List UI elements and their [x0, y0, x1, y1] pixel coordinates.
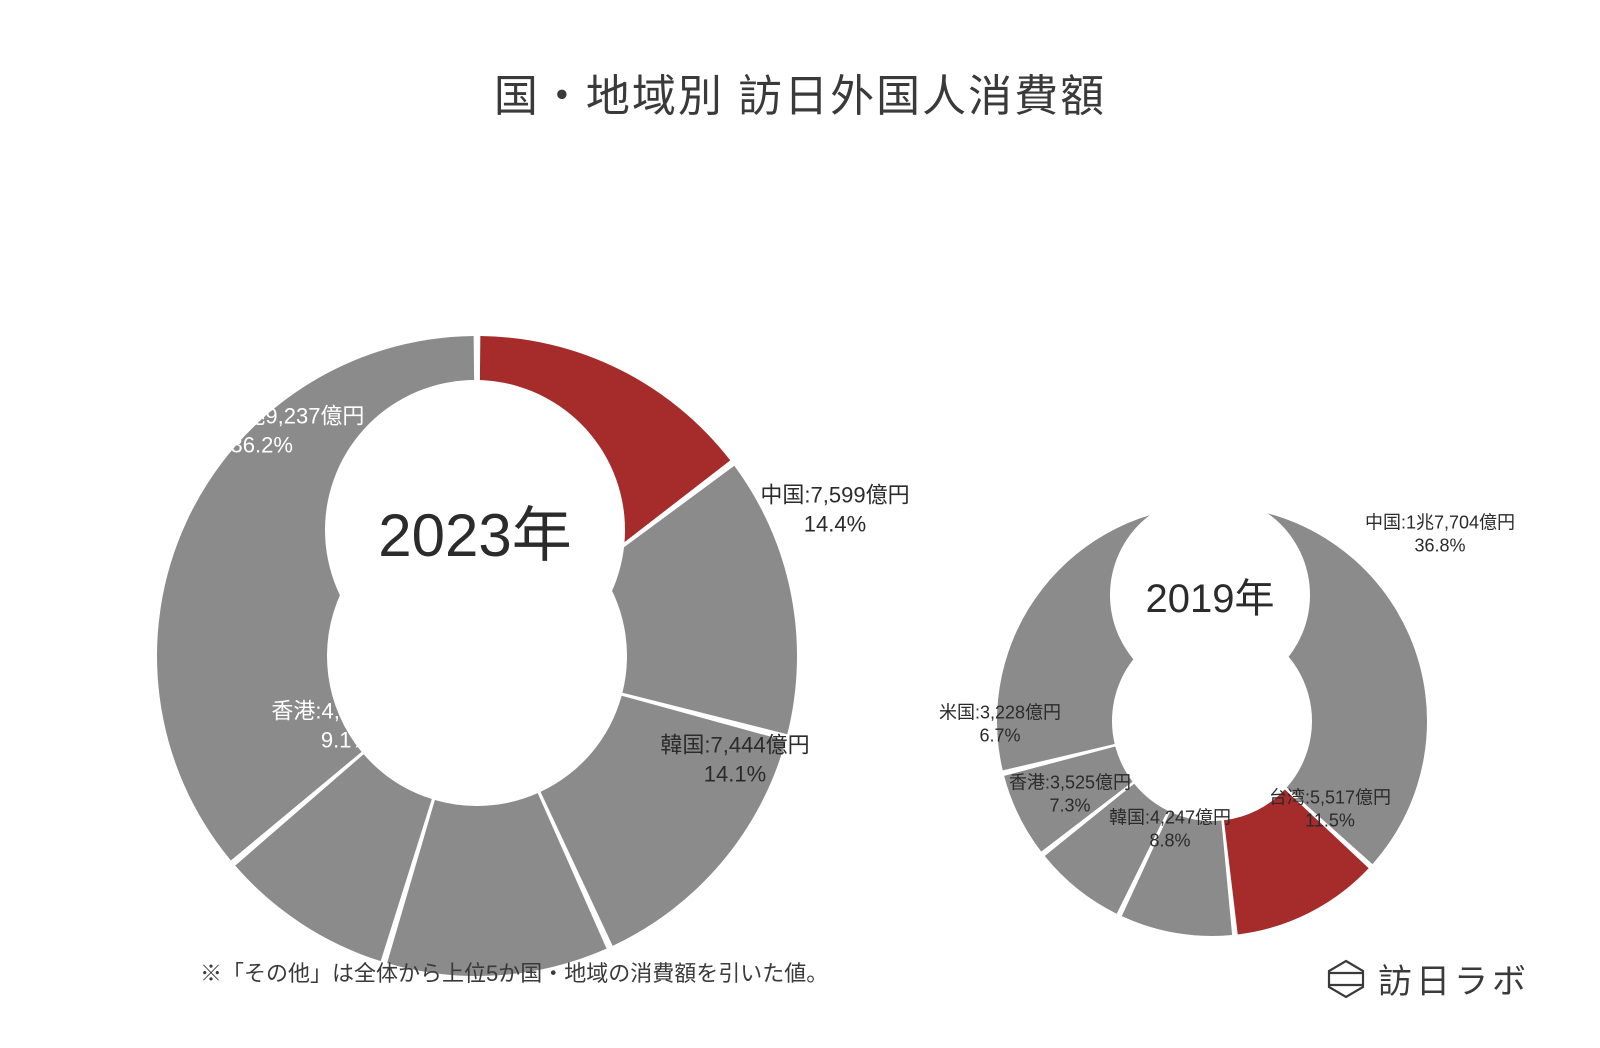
brand-text: 訪日ラボ	[1378, 954, 1530, 1003]
chart-container: { "title": "国・地域別 訪日外国人消費額", "title_font…	[0, 0, 1600, 1048]
slice-label-米国: 米国:3,228億円6.7%	[939, 702, 1061, 749]
slice-label-その他: その他:1兆3,914億円28.9%	[1002, 475, 1170, 522]
slice-label-中国: 中国:1兆7,704億円36.8%	[1365, 512, 1515, 559]
slice-label-香港: 香港:4,795億円9.1%	[271, 698, 420, 755]
slice-label-その他: その他:1兆9,237億円36.2%	[159, 403, 364, 460]
donut-center-label: 2023年	[325, 380, 625, 680]
slice-label-米国: 米国:6,062億円11.5%	[416, 736, 565, 793]
slice-label-台湾: 台湾:7,786億円14.7%	[505, 291, 654, 348]
donut-center-label: 2019年	[1110, 495, 1310, 695]
slice-label-中国: 中国:7,599億円14.4%	[760, 481, 909, 538]
footnote: ※「その他」は全体から上位5か国・地域の消費額を引いた値。	[200, 956, 828, 988]
page-title: 国・地域別 訪日外国人消費額	[0, 0, 1600, 124]
slice-label-台湾: 台湾:5,517億円11.5%	[1269, 787, 1391, 834]
slice-label-香港: 香港:3,525億円7.3%	[1009, 772, 1131, 819]
slice-label-韓国: 韓国:7,444億円14.1%	[660, 731, 809, 788]
brand-logo: 訪日ラボ	[1326, 954, 1530, 1003]
brand-icon	[1326, 959, 1366, 999]
